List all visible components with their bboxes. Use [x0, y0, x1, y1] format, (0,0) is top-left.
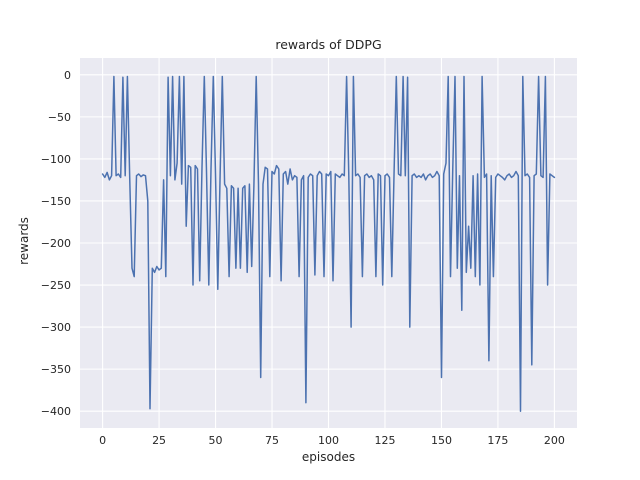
y-tick-label: −400	[41, 405, 71, 418]
y-tick-label: −350	[41, 363, 71, 376]
rewards-line-series	[101, 75, 556, 412]
y-tick-label: −200	[41, 237, 71, 250]
x-tick-label: 150	[431, 434, 452, 447]
y-tick-label: −100	[41, 153, 71, 166]
x-axis-label: episodes	[301, 450, 356, 464]
x-tick-label: 50	[209, 434, 223, 447]
x-tick-label: 200	[544, 434, 565, 447]
y-tick-label: −250	[41, 279, 71, 292]
y-axis-label: rewards	[17, 217, 31, 265]
x-tick-label: 25	[152, 434, 166, 447]
x-tick-label: 100	[318, 434, 339, 447]
x-tick-label: 175	[487, 434, 508, 447]
y-tick-label: −300	[41, 321, 71, 334]
y-tick-label: −50	[48, 111, 71, 124]
y-tick-label: −150	[41, 195, 71, 208]
chart-title: rewards of DDPG	[275, 37, 382, 52]
y-tick-label: 0	[64, 69, 71, 82]
x-tick-label: 0	[99, 434, 106, 447]
x-tick-label: 125	[374, 434, 395, 447]
x-tick-label: 75	[265, 434, 279, 447]
